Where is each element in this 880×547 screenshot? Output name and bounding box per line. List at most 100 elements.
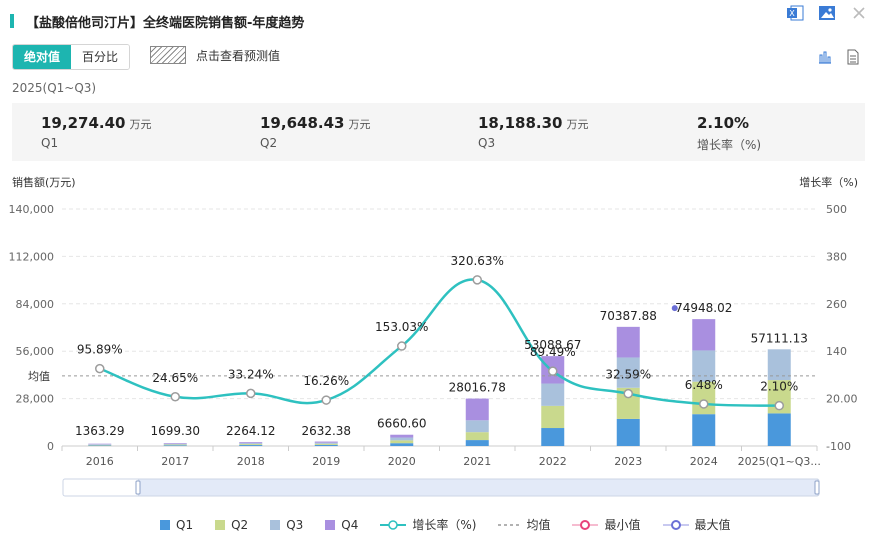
bar-segment-q1 (541, 428, 565, 446)
legend-growth-marker (380, 519, 407, 530)
growth-point (95, 363, 105, 374)
y2-tick-label: 500 (826, 203, 847, 216)
summary-q3: 18,188.30 万元 Q3 (478, 113, 588, 150)
table-icon[interactable] (844, 48, 862, 66)
legend-max-marker (662, 519, 689, 530)
growth-label: 2.10% (760, 380, 798, 394)
legend-label: 均值 (526, 518, 551, 532)
legend-q1[interactable]: Q1 (160, 518, 193, 532)
y-tick-label: 112,000 (9, 250, 55, 263)
bar-segment-q2 (465, 432, 489, 441)
legend-min-marker (572, 519, 599, 530)
bar-segment-q4 (692, 319, 716, 351)
growth-point (321, 395, 331, 405)
x-tick-label: 2023 (614, 455, 642, 468)
y-tick-label: 28,000 (16, 393, 55, 406)
legend-average-marker (498, 523, 521, 526)
y-tick-label: 56,000 (16, 345, 55, 358)
legend-swatch (270, 519, 281, 530)
bar-segment-q1 (314, 444, 338, 446)
tab-percentage[interactable]: 百分比 (71, 45, 130, 69)
period-label: 2025(Q1~Q3) (12, 81, 97, 95)
legend-q2[interactable]: Q2 (215, 518, 248, 532)
legend-q3[interactable]: Q3 (270, 518, 303, 532)
bar-segment-q3 (541, 383, 565, 406)
forecast-toggle[interactable]: 点击查看预测值 (150, 46, 280, 64)
legend-label: Q1 (176, 517, 194, 532)
summary-unit: 万元 (348, 118, 371, 131)
y-tick-label: 84,000 (16, 298, 55, 311)
bar-segment-q4 (465, 398, 489, 421)
title-icons: X (786, 4, 868, 22)
bar-segment-q1 (465, 440, 489, 446)
bar-total-label: 2632.38 (301, 424, 351, 438)
bar-total-label: 6660.60 (377, 417, 427, 431)
summary-label: Q2 (260, 136, 278, 150)
x-tick-label: 2018 (237, 455, 265, 468)
bar-total-label: 28016.78 (449, 381, 506, 395)
bar-total-label: 57111.13 (751, 331, 808, 345)
bar-segment-q4 (314, 441, 338, 443)
growth-point (246, 388, 256, 399)
bar-segment-q1 (616, 418, 640, 446)
summary-panel: 19,274.40 万元 Q1 19,648.43 万元 Q2 18,188.30 万… (12, 103, 865, 161)
bar-segment-q1 (692, 414, 716, 446)
growth-point (623, 388, 633, 399)
x-tick-label: 2020 (388, 455, 416, 468)
x-tick-label: 2017 (161, 455, 189, 468)
legend-growth[interactable]: 增长率（%) (380, 516, 476, 533)
y-tick-label: 140,000 (9, 203, 55, 216)
close-icon[interactable] (850, 4, 868, 22)
legend-label: Q3 (286, 517, 304, 532)
bar-total-label: 1363.29 (75, 424, 125, 438)
growth-point (170, 392, 180, 402)
summary-value: 19,648.43 (260, 114, 345, 132)
legend-average[interactable]: 均值 (498, 516, 550, 533)
summary-q2: 19,648.43 万元 Q2 (260, 113, 370, 150)
bar-segment-q2 (692, 381, 716, 415)
y-tick-label: 0 (47, 440, 54, 453)
range-slider-handle-left[interactable] (135, 480, 141, 495)
image-icon[interactable] (818, 4, 836, 22)
bar-segment-q2 (239, 444, 263, 446)
title-accent (10, 14, 14, 28)
x-tick-label: 2021 (463, 455, 491, 468)
range-slider-selection (137, 478, 819, 497)
x-tick-label: 2016 (86, 455, 114, 468)
value-mode-toggle: 绝对值 百分比 (12, 44, 131, 70)
summary-unit: 万元 (566, 118, 589, 131)
summary-value: 18,188.30 (478, 114, 563, 132)
bar-segment-q3 (390, 437, 414, 441)
x-tick-label: 2024 (690, 455, 718, 468)
bar-segment-q1 (88, 445, 112, 446)
growth-label: 320.63% (451, 254, 504, 268)
legend-label: Q2 (231, 517, 249, 532)
legend-q4[interactable]: Q4 (325, 518, 358, 532)
forecast-label: 点击查看预测值 (196, 48, 281, 63)
bar-segment-q3 (465, 420, 489, 433)
bar-segment-q4 (163, 443, 187, 444)
bar-segment-q1 (163, 445, 187, 446)
max-value-dot (671, 305, 678, 312)
average-label: 均值 (28, 370, 50, 383)
range-slider-handle-right[interactable] (814, 480, 820, 495)
summary-value: 19,274.40 (41, 114, 126, 132)
summary-value: 2.10% (697, 114, 750, 132)
y2-tick-label: -100 (826, 440, 851, 453)
x-tick-label: 2019 (312, 455, 340, 468)
legend-max[interactable]: 最大值 (662, 516, 731, 533)
tab-absolute[interactable]: 绝对值 (13, 45, 72, 69)
growth-point (472, 275, 482, 285)
summary-unit: 万元 (129, 118, 152, 131)
y2-axis-title: 增长率（%) (799, 176, 858, 189)
excel-icon[interactable]: X (786, 4, 804, 22)
bar-segment-q3 (767, 349, 791, 381)
y-axis-title: 销售额(万元) (12, 176, 76, 189)
y2-tick-label: 380 (826, 250, 847, 263)
bar-segment-q4 (390, 434, 414, 438)
growth-label: 95.89% (77, 343, 123, 357)
bar-chart-icon[interactable] (816, 48, 834, 66)
view-icons (816, 48, 862, 66)
bar-total-label: 2264.12 (226, 424, 276, 438)
legend-min[interactable]: 最小值 (572, 516, 641, 533)
